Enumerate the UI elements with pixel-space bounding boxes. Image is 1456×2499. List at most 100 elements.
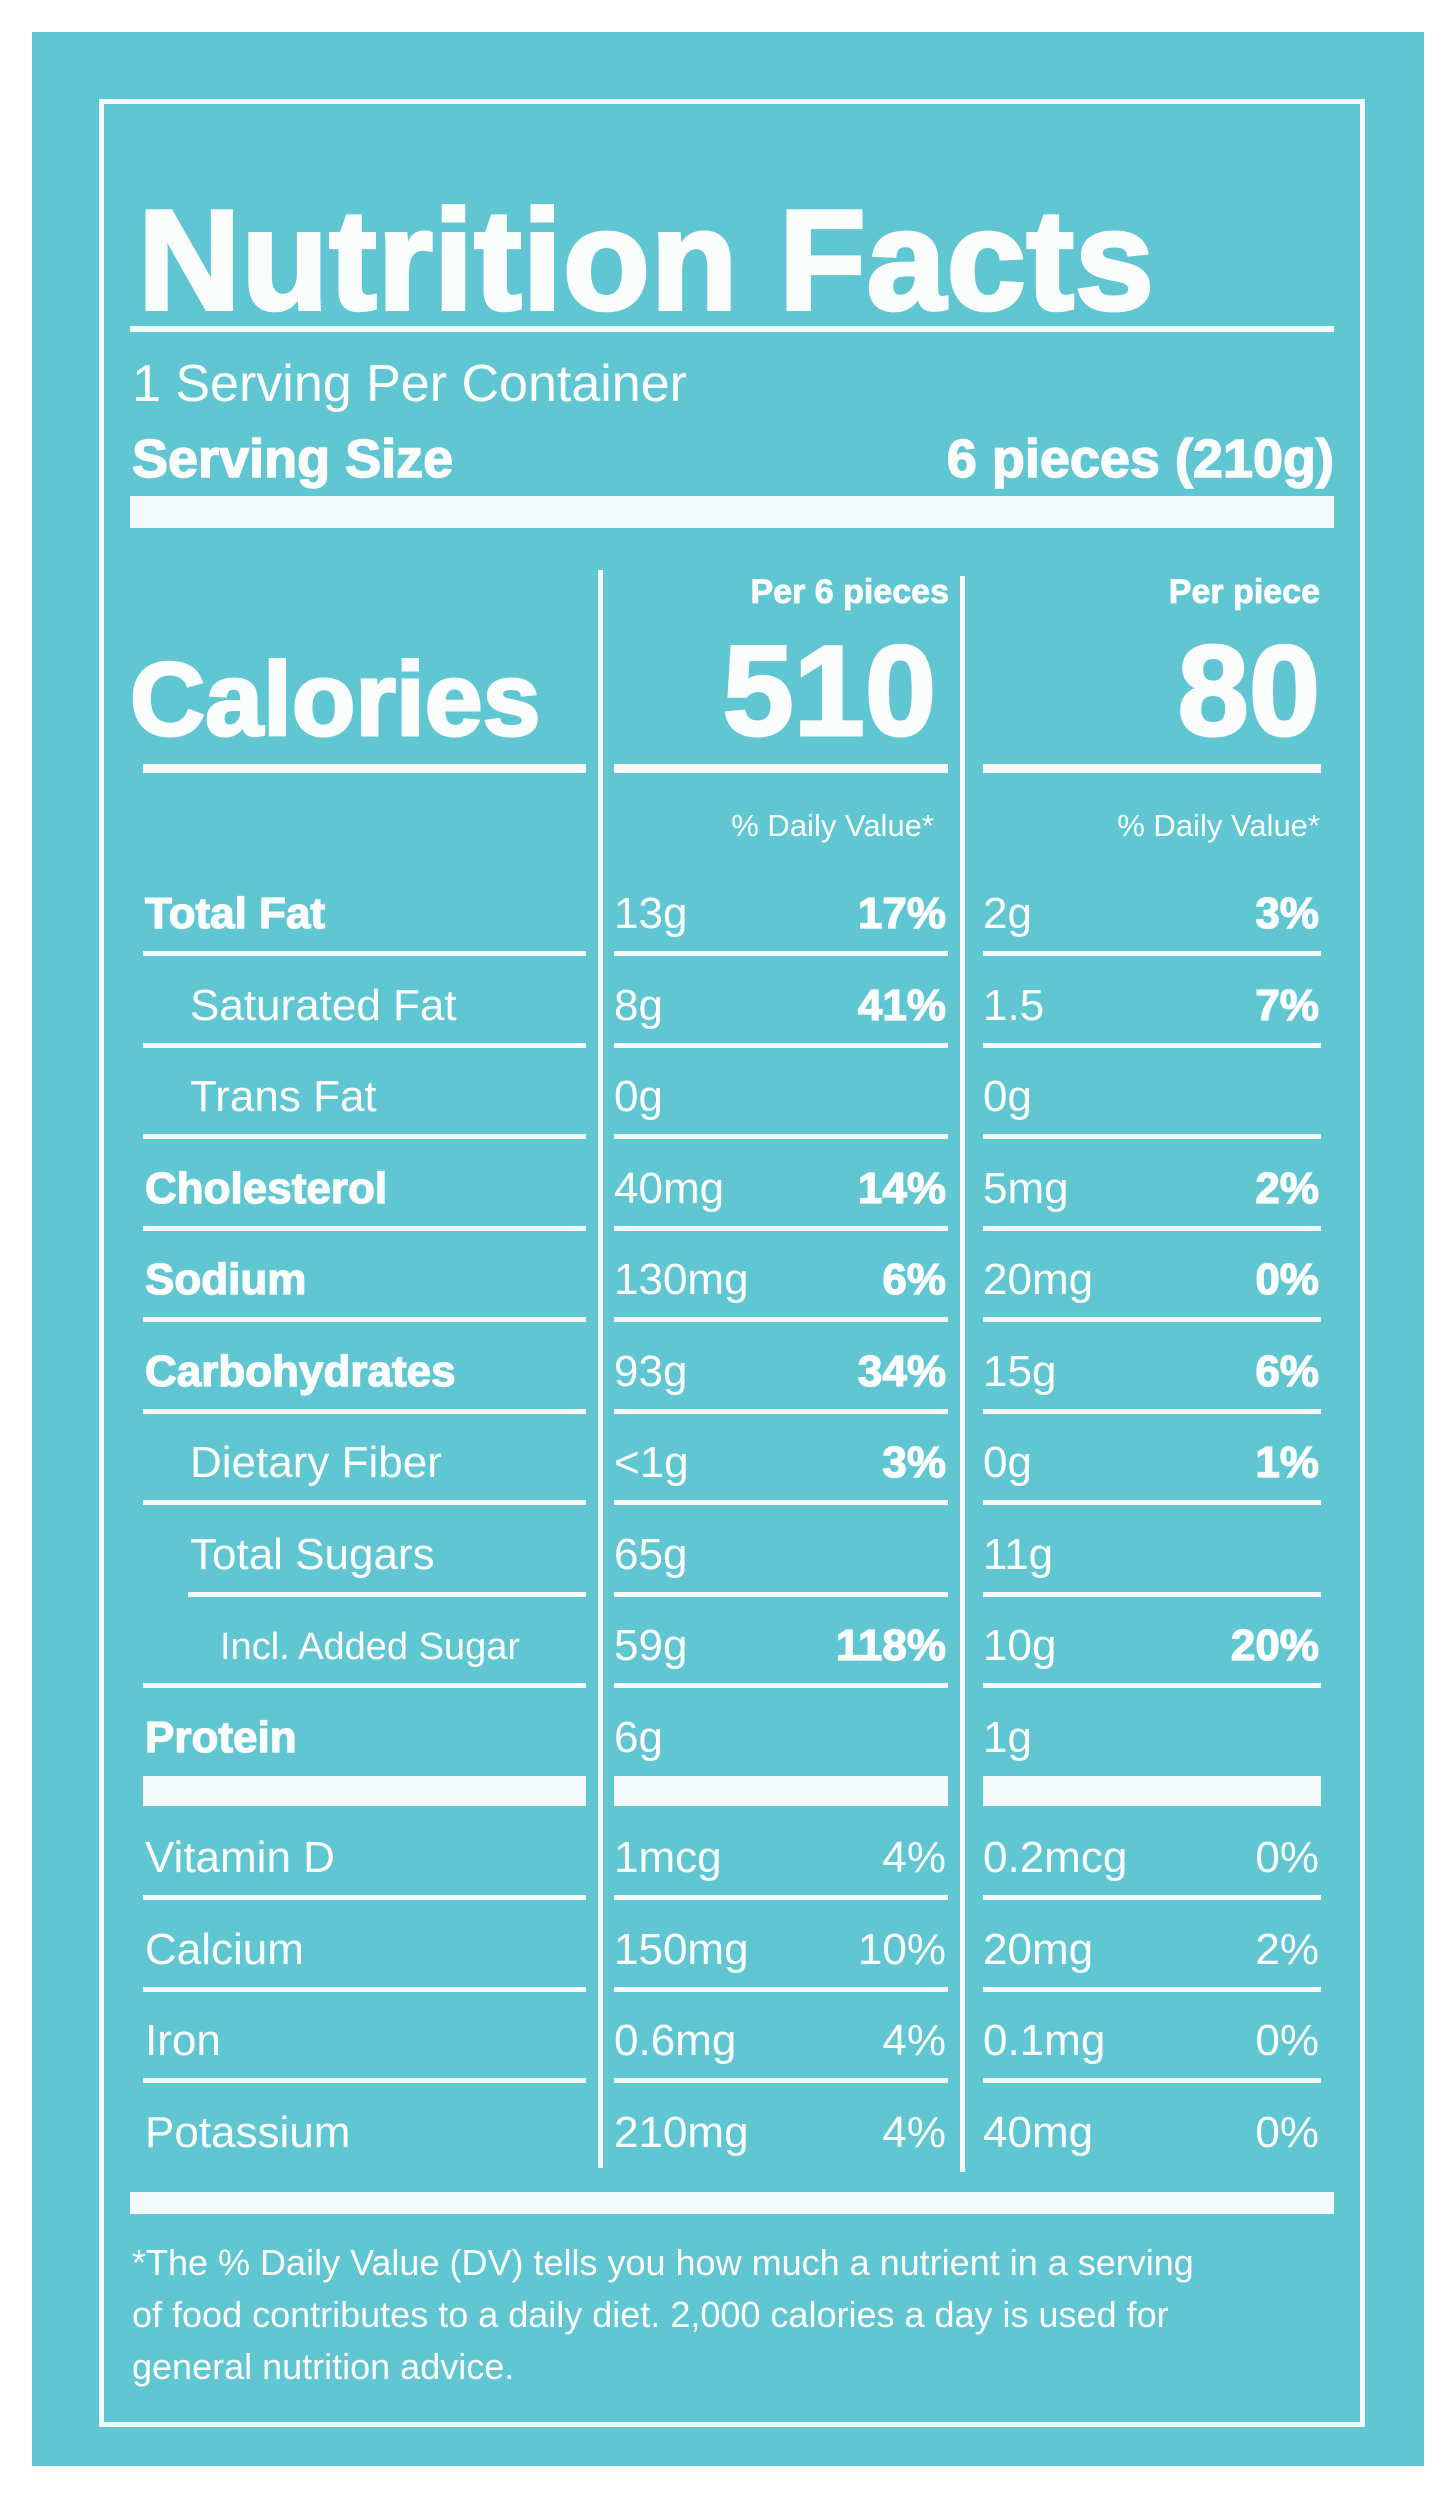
amount-cell: 93g 34% — [614, 1322, 948, 1414]
daily-value-percent: 41% — [857, 980, 946, 1030]
column-divider-1 — [598, 570, 603, 2168]
daily-value-percent: 118% — [835, 1621, 946, 1670]
amount-cell: 0.1mg 0% — [983, 1991, 1321, 2083]
footnote-bar — [130, 2192, 1334, 2214]
nutrient-label-cell: Sodium — [143, 1230, 586, 1322]
amount-cell: 150mg 10% — [614, 1900, 948, 1992]
title-rule — [130, 326, 1334, 332]
nutrient-label-cell: Potassium — [143, 2083, 586, 2175]
amount-cell: 1.5 7% — [983, 956, 1321, 1048]
amount-value: 40mg — [983, 2107, 1094, 2157]
daily-value-percent: 4% — [882, 2016, 946, 2065]
daily-value-percent: 1% — [1255, 1438, 1320, 1487]
daily-value-header-1: % Daily Value* — [731, 808, 934, 843]
calories-per-6: 510 — [721, 620, 938, 763]
daily-value-percent: 6% — [1255, 1346, 1320, 1396]
amount-cell: 40mg 14% — [614, 1139, 948, 1231]
amount-cell: 40mg 0% — [983, 2083, 1321, 2175]
amount-value: <1g — [614, 1438, 689, 1487]
daily-value-percent: 3% — [882, 1438, 947, 1487]
amount-value: 0g — [983, 1438, 1032, 1487]
nutrient-label-cell: Iron — [143, 1991, 586, 2083]
label-frame — [99, 99, 1365, 2427]
amount-cell: 0.2mcg 0% — [983, 1808, 1321, 1900]
amount-cell: 8g 41% — [614, 956, 948, 1048]
amount-cell: 6g — [614, 1688, 948, 1780]
amount-cell: 0g — [983, 1047, 1321, 1139]
amount-value: 0.6mg — [614, 2016, 737, 2065]
amount-cell: 2g 3% — [983, 864, 1321, 956]
amount-value: 5mg — [983, 1163, 1069, 1213]
amount-cell: 20mg 2% — [983, 1900, 1321, 1992]
daily-value-percent: 0% — [1255, 1833, 1319, 1882]
nutrient-label-cell: Dietary Fiber — [143, 1413, 586, 1505]
nutrient-label: Cholesterol — [144, 1163, 388, 1213]
daily-value-percent: 17% — [857, 889, 946, 938]
amount-cell: 13g 17% — [614, 864, 948, 956]
amount-cell: 0.6mg 4% — [614, 1991, 948, 2083]
amount-value: 65g — [614, 1529, 688, 1579]
amount-cell: 10g 20% — [983, 1596, 1321, 1688]
column-header-per-piece: Per piece — [1168, 573, 1320, 611]
amount-value: 0.1mg — [983, 2016, 1106, 2065]
daily-value-percent: 0% — [1255, 2107, 1319, 2157]
amount-value: 0.2mcg — [983, 1833, 1128, 1882]
daily-value-percent: 2% — [1255, 1163, 1320, 1213]
amount-value: 210mg — [614, 2107, 749, 2157]
amount-value: 8g — [614, 980, 663, 1030]
amount-cell: 20mg 0% — [983, 1230, 1321, 1322]
vitamin-bar-3 — [983, 1776, 1321, 1806]
label-background — [32, 32, 1424, 2466]
column-divider-2 — [960, 576, 965, 2172]
amount-value: 0g — [983, 1072, 1032, 1121]
amount-value: 0g — [614, 1072, 663, 1121]
footnote-line-1: *The % Daily Value (DV) tells you how mu… — [132, 2242, 1194, 2283]
daily-value-percent: 6% — [882, 1255, 947, 1304]
amount-cell: 130mg 6% — [614, 1230, 948, 1322]
label-title: Nutrition Facts — [136, 181, 1156, 340]
amount-cell: 0g 1% — [983, 1413, 1321, 1505]
amount-value: 93g — [614, 1346, 688, 1396]
amount-value: 40mg — [614, 1163, 725, 1213]
amount-cell: 15g 6% — [983, 1322, 1321, 1414]
nutrient-label-cell: Incl. Added Sugar — [143, 1596, 586, 1688]
amount-cell: 0g — [614, 1047, 948, 1139]
daily-value-percent: 20% — [1230, 1621, 1319, 1670]
servings-per-container: 1 Serving Per Container — [132, 355, 687, 413]
nutrient-label: Trans Fat — [190, 1072, 377, 1121]
daily-value-percent: 4% — [882, 1833, 946, 1882]
daily-value-percent: 2% — [1255, 1924, 1319, 1974]
amount-value: 1mcg — [614, 1833, 722, 1882]
nutrient-label: Calcium — [145, 1924, 304, 1974]
daily-value-header-2: % Daily Value* — [1117, 808, 1320, 843]
daily-value-percent: 4% — [882, 2107, 946, 2157]
calories-rule-2 — [614, 764, 948, 773]
amount-cell: 1mcg 4% — [614, 1808, 948, 1900]
amount-value: 2g — [983, 889, 1032, 938]
daily-value-percent: 14% — [857, 1163, 946, 1213]
amount-value: 1.5 — [983, 980, 1045, 1030]
daily-value-percent: 0% — [1255, 1255, 1320, 1304]
nutrient-label: Potassium — [145, 2107, 351, 2157]
nutrient-label-cell: Total Fat — [143, 864, 586, 956]
amount-cell: 59g 118% — [614, 1596, 948, 1688]
nutrient-label-cell: Cholesterol — [143, 1139, 586, 1231]
amount-value: 150mg — [614, 1924, 749, 1974]
amount-value: 1g — [983, 1712, 1032, 1762]
column-header-per-6: Per 6 pieces — [750, 573, 949, 611]
nutrient-label-cell: Vitamin D — [143, 1808, 586, 1900]
nutrient-label: Vitamin D — [145, 1833, 335, 1882]
nutrient-label-cell: Saturated Fat — [143, 956, 586, 1048]
footnote-line-3: general nutrition advice. — [132, 2346, 515, 2387]
daily-value-percent: 7% — [1255, 980, 1320, 1030]
amount-cell: <1g 3% — [614, 1413, 948, 1505]
nutrient-label-cell: Calcium — [143, 1900, 586, 1992]
calories-per-piece: 80 — [1176, 620, 1321, 763]
footnote-line-2: of food contributes to a daily diet. 2,0… — [132, 2294, 1169, 2335]
nutrient-label: Total Fat — [144, 889, 326, 938]
daily-value-percent: 3% — [1255, 889, 1320, 938]
nutrient-label-cell: Carbohydrates — [143, 1322, 586, 1414]
nutrient-label: Carbohydrates — [144, 1346, 456, 1396]
amount-value: 20mg — [983, 1255, 1094, 1304]
amount-cell: 65g — [614, 1505, 948, 1597]
